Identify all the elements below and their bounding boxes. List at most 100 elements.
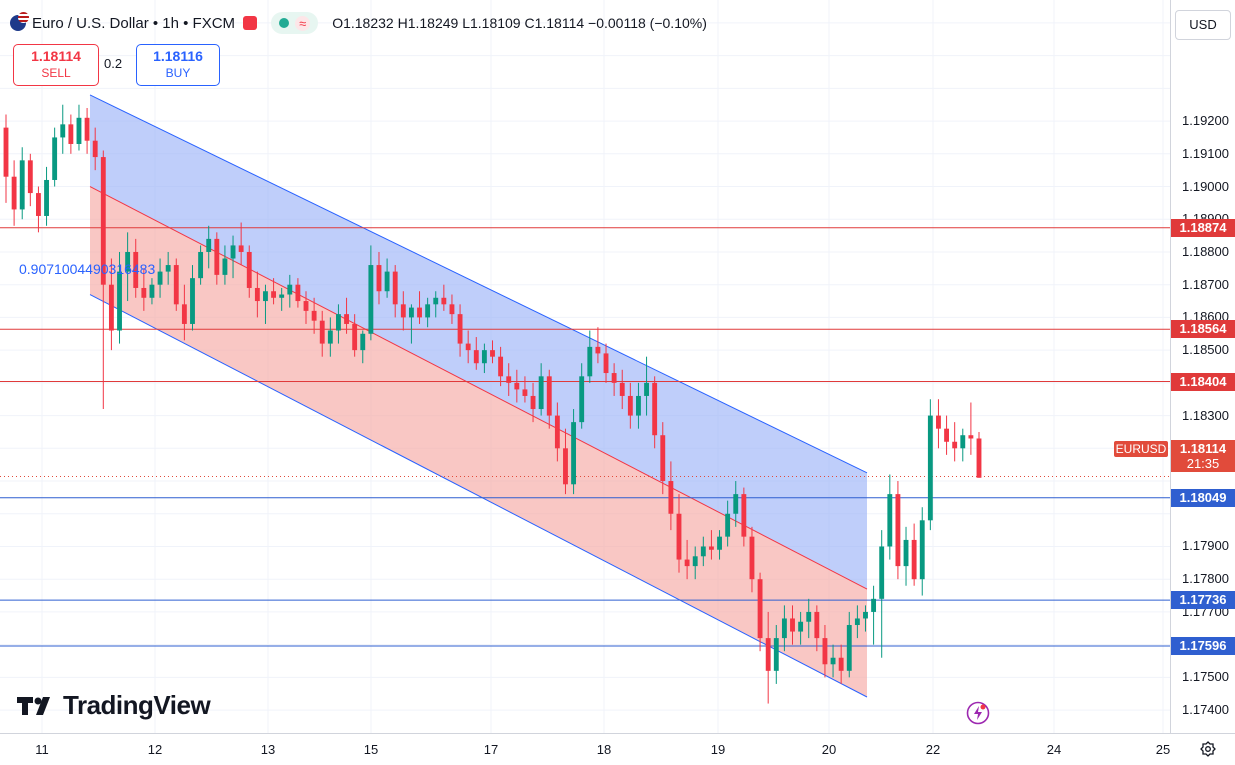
candle-body: [173, 265, 179, 305]
time-tick-label: 12: [147, 742, 163, 757]
candle-body: [708, 546, 714, 550]
price-tick-label: 1.19100: [1182, 145, 1229, 161]
candle-body: [887, 494, 893, 547]
candle-body: [417, 307, 422, 318]
candle-body: [563, 448, 568, 485]
candle-body: [449, 304, 455, 315]
candle-body: [538, 376, 544, 410]
candle-body: [603, 353, 609, 374]
time-axis[interactable]: 11 12 13 15 17 18 19 20 22 24 25: [0, 733, 1235, 765]
candle-body: [863, 611, 868, 619]
candle-body: [798, 621, 804, 632]
candle-body: [19, 160, 25, 210]
candle-body: [11, 176, 17, 210]
candle-body: [368, 265, 374, 334]
candle-body: [660, 435, 666, 482]
candle-body: [352, 323, 358, 351]
alert-icon[interactable]: [243, 16, 258, 30]
channel-lower-fill: [90, 186, 867, 698]
candle-body: [619, 382, 625, 396]
candle-body: [181, 304, 187, 324]
candle-body: [27, 160, 33, 194]
candle-body: [125, 251, 131, 272]
sell-button[interactable]: 1.18114 SELL: [13, 44, 99, 86]
tradingview-logo-text: TradingView: [63, 690, 211, 720]
candle-body: [895, 494, 901, 567]
candle-body: [319, 320, 325, 344]
wave-icon: ≈: [295, 15, 311, 31]
candle-body: [546, 376, 552, 416]
candle-body: [60, 124, 66, 138]
channel-upper-line: [89, 94, 868, 474]
candle-body: [425, 304, 431, 318]
candle-body: [295, 284, 301, 302]
candle-body: [846, 625, 852, 671]
candle-body: [822, 638, 828, 665]
candle-body: [814, 611, 820, 639]
candle-body: [141, 287, 147, 298]
candle-body: [806, 611, 812, 622]
settings-gear-icon[interactable]: [1200, 741, 1216, 757]
channel-middle-line: [89, 186, 868, 590]
candle-body: [952, 441, 958, 449]
candle-body: [700, 546, 706, 557]
candle-body: [692, 556, 698, 567]
price-tick-label: 1.18800: [1182, 243, 1229, 259]
candle-body: [222, 258, 228, 275]
candle-body: [733, 494, 739, 514]
candle-body: [263, 291, 268, 302]
level-label: 1.18564: [1171, 320, 1235, 339]
price-tick-label: 1.17800: [1182, 571, 1229, 587]
candle-body: [741, 494, 747, 537]
candle-body: [433, 297, 439, 305]
candle-body: [68, 124, 74, 144]
price-tick-label: 1.17500: [1182, 669, 1229, 685]
candle-body: [571, 422, 577, 485]
market-status-pill[interactable]: ≈: [271, 12, 319, 34]
candle-body: [903, 539, 909, 567]
currency-selector[interactable]: USD: [1175, 10, 1231, 40]
buy-button[interactable]: 1.18116 BUY: [136, 44, 220, 86]
candle-body: [587, 346, 593, 377]
candle-body: [871, 598, 877, 612]
candle-body: [198, 251, 204, 279]
level-label: 1.17596: [1171, 636, 1235, 655]
candle-body: [52, 137, 58, 180]
symbol-price-tag: EURUSD: [1114, 441, 1168, 457]
candle-body: [765, 638, 771, 671]
level-label: 1.18874: [1171, 218, 1235, 237]
time-tick-label: 22: [925, 742, 941, 757]
time-tick-label: 24: [1046, 742, 1062, 757]
tradingview-logo[interactable]: TradingView: [17, 690, 211, 721]
time-tick-label: 11: [35, 742, 49, 757]
sell-price: 1.18114: [31, 48, 81, 64]
candle-body: [936, 415, 941, 429]
time-tick-label: 17: [483, 742, 499, 757]
price-tick-label: 1.18300: [1182, 407, 1229, 423]
bar-countdown: 21:35: [1186, 456, 1220, 471]
candle-body: [919, 520, 925, 580]
price-tick-label: 1.17900: [1182, 538, 1229, 554]
candle-body: [611, 373, 617, 383]
candle-body: [360, 333, 366, 351]
price-axis[interactable]: [1170, 0, 1235, 733]
candle-body: [757, 579, 763, 639]
candle-body: [927, 415, 933, 521]
candle-body: [44, 179, 49, 216]
candle-body: [644, 382, 649, 396]
candle-body: [376, 265, 382, 292]
candle-body: [911, 539, 917, 580]
candle-body: [392, 271, 398, 305]
lightning-icon[interactable]: [966, 701, 990, 725]
time-tick-label: 18: [596, 742, 612, 757]
sell-label: SELL: [41, 66, 71, 80]
candle-body: [279, 294, 285, 298]
symbol-title[interactable]: Euro / U.S. Dollar • 1h • FXCM: [32, 14, 236, 32]
candle-body: [579, 376, 585, 423]
candle-body: [108, 284, 114, 331]
candle-body: [165, 265, 171, 272]
candle-body: [838, 657, 844, 671]
candle-body: [214, 238, 220, 275]
candle-body: [311, 310, 317, 321]
